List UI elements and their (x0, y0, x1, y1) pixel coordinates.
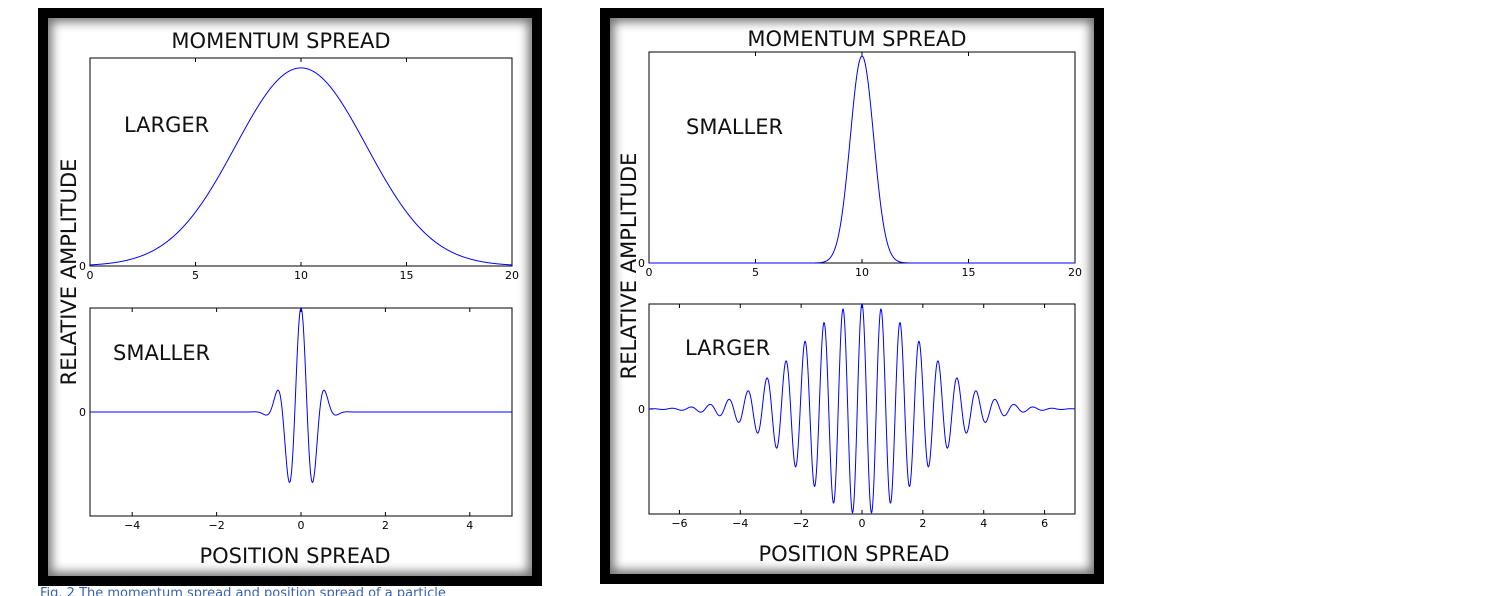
left-ylabel: RELATIVE AMPLITUDE (57, 159, 81, 386)
right-top-xtick-label: 15 (962, 266, 976, 279)
left-top-xtick-label: 5 (192, 269, 199, 282)
right-ylabel: RELATIVE AMPLITUDE (617, 153, 641, 380)
left-bottom-xtick-label: 2 (382, 519, 389, 532)
right-top-title: MOMENTUM SPREAD (747, 27, 966, 51)
left-top-title: MOMENTUM SPREAD (171, 29, 390, 53)
left-top-annotation: LARGER (124, 113, 209, 137)
left-top-xtick-label: 0 (87, 269, 94, 282)
right-bottom-series-line (648, 302, 1076, 514)
left-top-ytick-label: 0 (79, 260, 86, 273)
right-top-xtick-label: 20 (1068, 266, 1082, 279)
right-bottom-xtick-label: 4 (980, 517, 987, 530)
left-top-axes-frame (89, 57, 513, 267)
left-bottom-xtick-label: −2 (208, 519, 224, 532)
left-bottom-xtick-label: −4 (124, 519, 140, 532)
figure-right (600, 8, 1104, 584)
right-bottom-xtick-label: −2 (793, 517, 809, 530)
figure-left (38, 8, 542, 586)
right-bottom-xtick-label: 6 (1041, 517, 1048, 530)
right-top-xtick-label: 10 (855, 266, 869, 279)
right-top-axes-frame (648, 51, 1076, 264)
right-top-ytick-label: 0 (638, 257, 645, 270)
left-top-xtick-label: 10 (294, 269, 308, 282)
figure-left-inner (48, 18, 532, 576)
right-top-annotation: SMALLER (686, 115, 783, 139)
axes-layer: 0 5 10 15 200−4 −2 0 2 400 5 10 15 200−6 −4 −2 0 2 4 60 (79, 51, 1082, 532)
right-top-xtick-label: 0 (646, 266, 653, 279)
right-bottom-xtick-label: 0 (859, 517, 866, 530)
right-bottom-xtick-label: −4 (732, 517, 748, 530)
left-bottom-xtick-label: 4 (466, 519, 473, 532)
left-bottom-annotation: SMALLER (113, 341, 210, 365)
left-top-xtick-label: 20 (505, 269, 519, 282)
right-top-xtick-label: 5 (752, 266, 759, 279)
figure-caption: Fig. 2 The momentum spread and position … (40, 586, 446, 596)
right-bottom-annotation: LARGER (685, 336, 770, 360)
left-bottom-ytick-label: 0 (79, 406, 86, 419)
left-bottom-xtick-label: 0 (298, 519, 305, 532)
left-top-series-line (89, 67, 513, 266)
right-bottom-xtick-label: 2 (919, 517, 926, 530)
left-bottom-title: POSITION SPREAD (199, 544, 390, 568)
right-bottom-xtick-label: −6 (671, 517, 687, 530)
right-bottom-ytick-label: 0 (638, 403, 645, 416)
right-top-series-line (649, 55, 1075, 264)
right-bottom-title: POSITION SPREAD (758, 542, 949, 566)
left-bottom-series-line (90, 307, 512, 484)
figure-right-inner (610, 18, 1094, 574)
left-top-xtick-label: 15 (400, 269, 414, 282)
